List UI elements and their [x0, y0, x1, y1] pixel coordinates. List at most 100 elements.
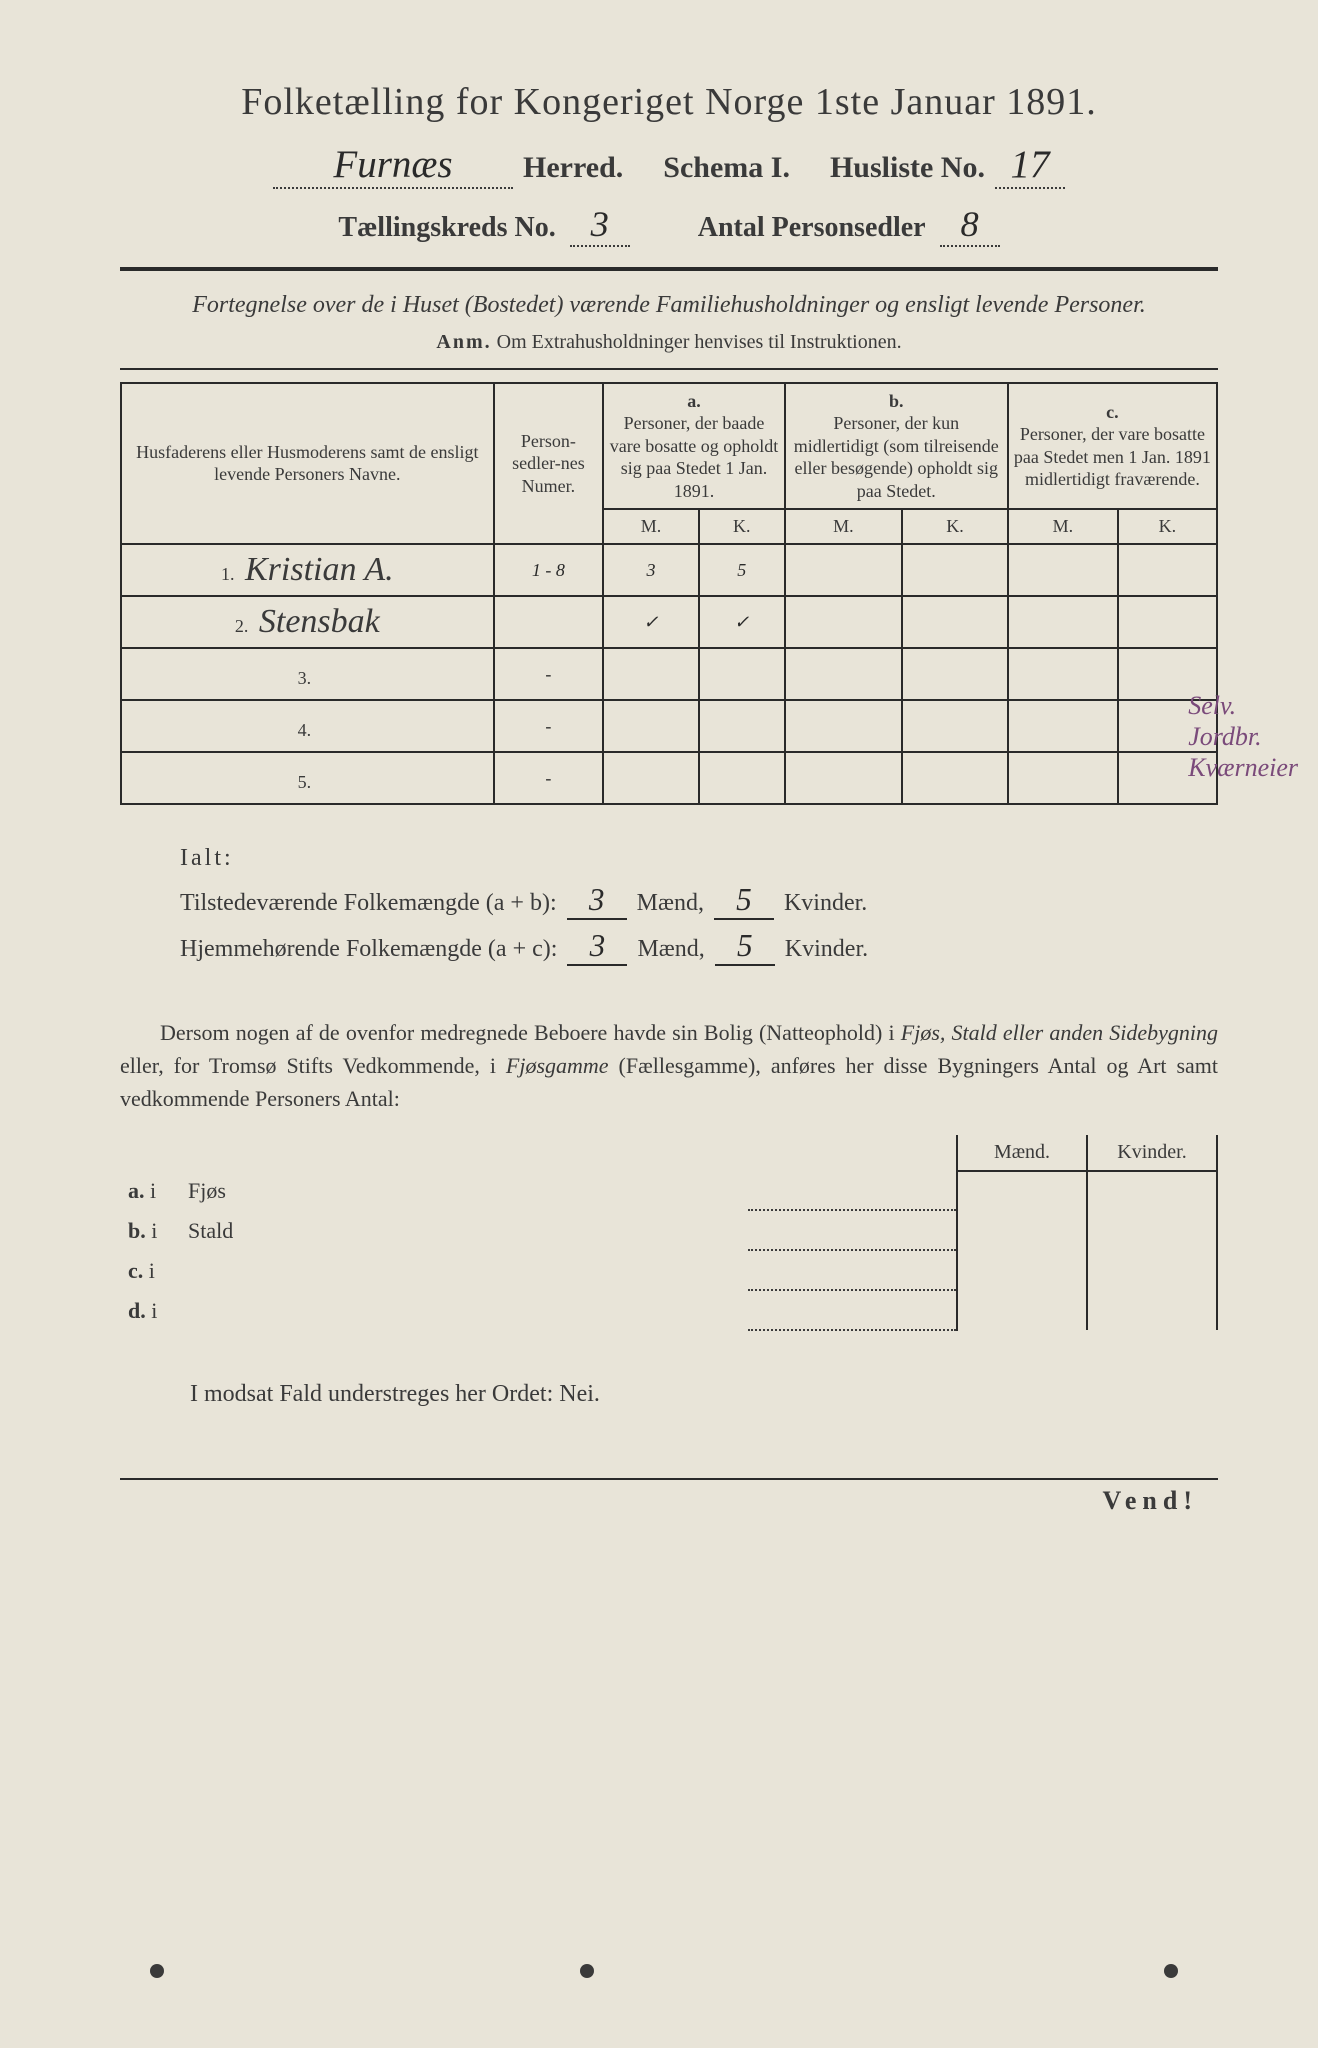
- para-i1: Fjøs, Stald eller anden Sidebygning: [901, 1020, 1218, 1045]
- hdr-b-k: K.: [902, 509, 1008, 544]
- divider: [120, 267, 1218, 271]
- bygg-m: [957, 1210, 1087, 1250]
- hdr-b: b. Personer, der kun midlertidigt (som t…: [785, 383, 1008, 510]
- bygg-dots: [748, 1250, 957, 1290]
- row-idx: 5.: [121, 752, 494, 804]
- bygg-k: [1087, 1250, 1217, 1290]
- hdr-a-m: M.: [603, 509, 698, 544]
- page-title: Folketælling for Kongeriget Norge 1ste J…: [120, 80, 1218, 124]
- herred-label: Herred.: [523, 151, 623, 185]
- hdr-num: Person-sedler-nes Numer.: [494, 383, 604, 545]
- footer: Vend!: [120, 1478, 1218, 1516]
- maend-label-2: Mænd,: [637, 936, 704, 963]
- row-c-k: [1118, 596, 1217, 648]
- row-c-m: [1008, 596, 1118, 648]
- bygg-dots: [748, 1171, 957, 1210]
- row-name: [311, 707, 317, 744]
- row-b-m: [785, 752, 902, 804]
- row-c-m: [1008, 648, 1118, 700]
- hdr-a-label: a.: [687, 391, 701, 411]
- hdr-a: a. Personer, der baade vare bosatte og o…: [603, 383, 785, 510]
- bygg-k: [1087, 1290, 1217, 1330]
- bygg-name: [180, 1250, 748, 1290]
- bygg-kvinder: Kvinder.: [1087, 1135, 1217, 1171]
- margin-notes: Selv.Jordbr.Kværneier: [1188, 690, 1298, 784]
- table-row: 4. -: [121, 700, 1217, 752]
- para-t2: eller, for Tromsø Stifts Vedkommende, i: [120, 1053, 506, 1078]
- header-line-3: Tællingskreds No. 3 Antal Personsedler 8: [120, 203, 1218, 247]
- hdr-c-label: c.: [1106, 402, 1119, 422]
- hdr-c-k: K.: [1118, 509, 1217, 544]
- bygg-m: [957, 1171, 1087, 1210]
- bygg-dots: [748, 1210, 957, 1250]
- maend-label: Mænd,: [637, 890, 704, 917]
- para-i2: Fjøsgamme: [506, 1053, 609, 1078]
- row-b-m: [785, 596, 902, 648]
- punch-hole-icon: [1164, 1964, 1178, 1978]
- row-a-m: [603, 648, 698, 700]
- para-t1: Dersom nogen af de ovenfor medregnede Be…: [160, 1020, 901, 1045]
- row-a-m: ✓: [603, 596, 698, 648]
- row-name: Kristian A.: [239, 551, 394, 588]
- row-a-m: [603, 700, 698, 752]
- totals-block: Ialt: Tilstedeværende Folkemængde (a + b…: [180, 845, 1218, 966]
- hdr-a-k: K.: [699, 509, 785, 544]
- row-name: [311, 655, 317, 692]
- husliste-value: 17: [995, 142, 1065, 189]
- bygg-table: Mænd. Kvinder. a. iFjøs b. iStald c. i d…: [120, 1135, 1218, 1331]
- kreds-label: Tællingskreds No.: [338, 212, 555, 244]
- header-line-2: Furnæs Herred. Schema I. Husliste No. 17: [120, 142, 1218, 189]
- tilstede-k: 5: [714, 882, 774, 920]
- bygg-row: d. i: [120, 1290, 1217, 1330]
- tilstede-line: Tilstedeværende Folkemængde (a + b): 3 M…: [180, 882, 1218, 920]
- row-a-k: [699, 648, 785, 700]
- row-c-k: [1118, 544, 1217, 596]
- hdr-b-m: M.: [785, 509, 902, 544]
- row-c-m: [1008, 544, 1118, 596]
- bygg-name: Fjøs: [180, 1171, 748, 1210]
- row-num: -: [494, 752, 604, 804]
- bygg-lbl: a. i: [120, 1171, 180, 1210]
- row-b-m: [785, 648, 902, 700]
- row-b-k: [902, 596, 1008, 648]
- table-row: 1. Kristian A.1 - 835: [121, 544, 1217, 596]
- anm-label: Anm.: [436, 331, 491, 353]
- bygg-name: [180, 1290, 748, 1330]
- table-header-row-1: Husfaderens eller Husmoderens samt de en…: [121, 383, 1217, 510]
- kreds-value: 3: [570, 203, 630, 247]
- hdr-c-m: M.: [1008, 509, 1118, 544]
- kvinder-label: Kvinder.: [784, 890, 867, 917]
- row-num: -: [494, 700, 604, 752]
- bygg-name: Stald: [180, 1210, 748, 1250]
- table-row: 5. -: [121, 752, 1217, 804]
- anm-text: Om Extrahusholdninger henvises til Instr…: [497, 331, 902, 353]
- hdr-b-text: Personer, der kun midlertidigt (som tilr…: [794, 413, 999, 501]
- row-c-m: [1008, 752, 1118, 804]
- bygg-m: [957, 1250, 1087, 1290]
- schema-label: Schema I.: [663, 151, 790, 185]
- row-num: -: [494, 648, 604, 700]
- hjemme-k: 5: [715, 928, 775, 966]
- row-a-k: ✓: [699, 596, 785, 648]
- bygg-lbl: d. i: [120, 1290, 180, 1330]
- bygg-row: a. iFjøs: [120, 1171, 1217, 1210]
- row-idx: 2. Stensbak: [121, 596, 494, 648]
- row-b-k: [902, 700, 1008, 752]
- kvinder-label-2: Kvinder.: [785, 936, 868, 963]
- row-idx: 3.: [121, 648, 494, 700]
- bygg-k: [1087, 1171, 1217, 1210]
- row-a-k: 5: [699, 544, 785, 596]
- row-c-m: [1008, 700, 1118, 752]
- husliste-label: Husliste No.: [830, 151, 985, 185]
- hdr-name: Husfaderens eller Husmoderens samt de en…: [121, 383, 494, 545]
- hjemme-line: Hjemmehørende Folkemængde (a + c): 3 Mæn…: [180, 928, 1218, 966]
- hdr-c-text: Personer, der vare bosatte paa Stedet me…: [1014, 424, 1211, 489]
- row-name: Stensbak: [253, 603, 380, 640]
- bygg-header-row: Mænd. Kvinder.: [120, 1135, 1217, 1171]
- margin-note: Jordbr.: [1188, 721, 1298, 752]
- row-idx: 4.: [121, 700, 494, 752]
- bygg-dots: [748, 1290, 957, 1330]
- subtitle: Fortegnelse over de i Huset (Bostedet) v…: [120, 289, 1218, 323]
- hdr-a-text: Personer, der baade vare bosatte og opho…: [610, 413, 778, 501]
- row-name: [311, 759, 317, 796]
